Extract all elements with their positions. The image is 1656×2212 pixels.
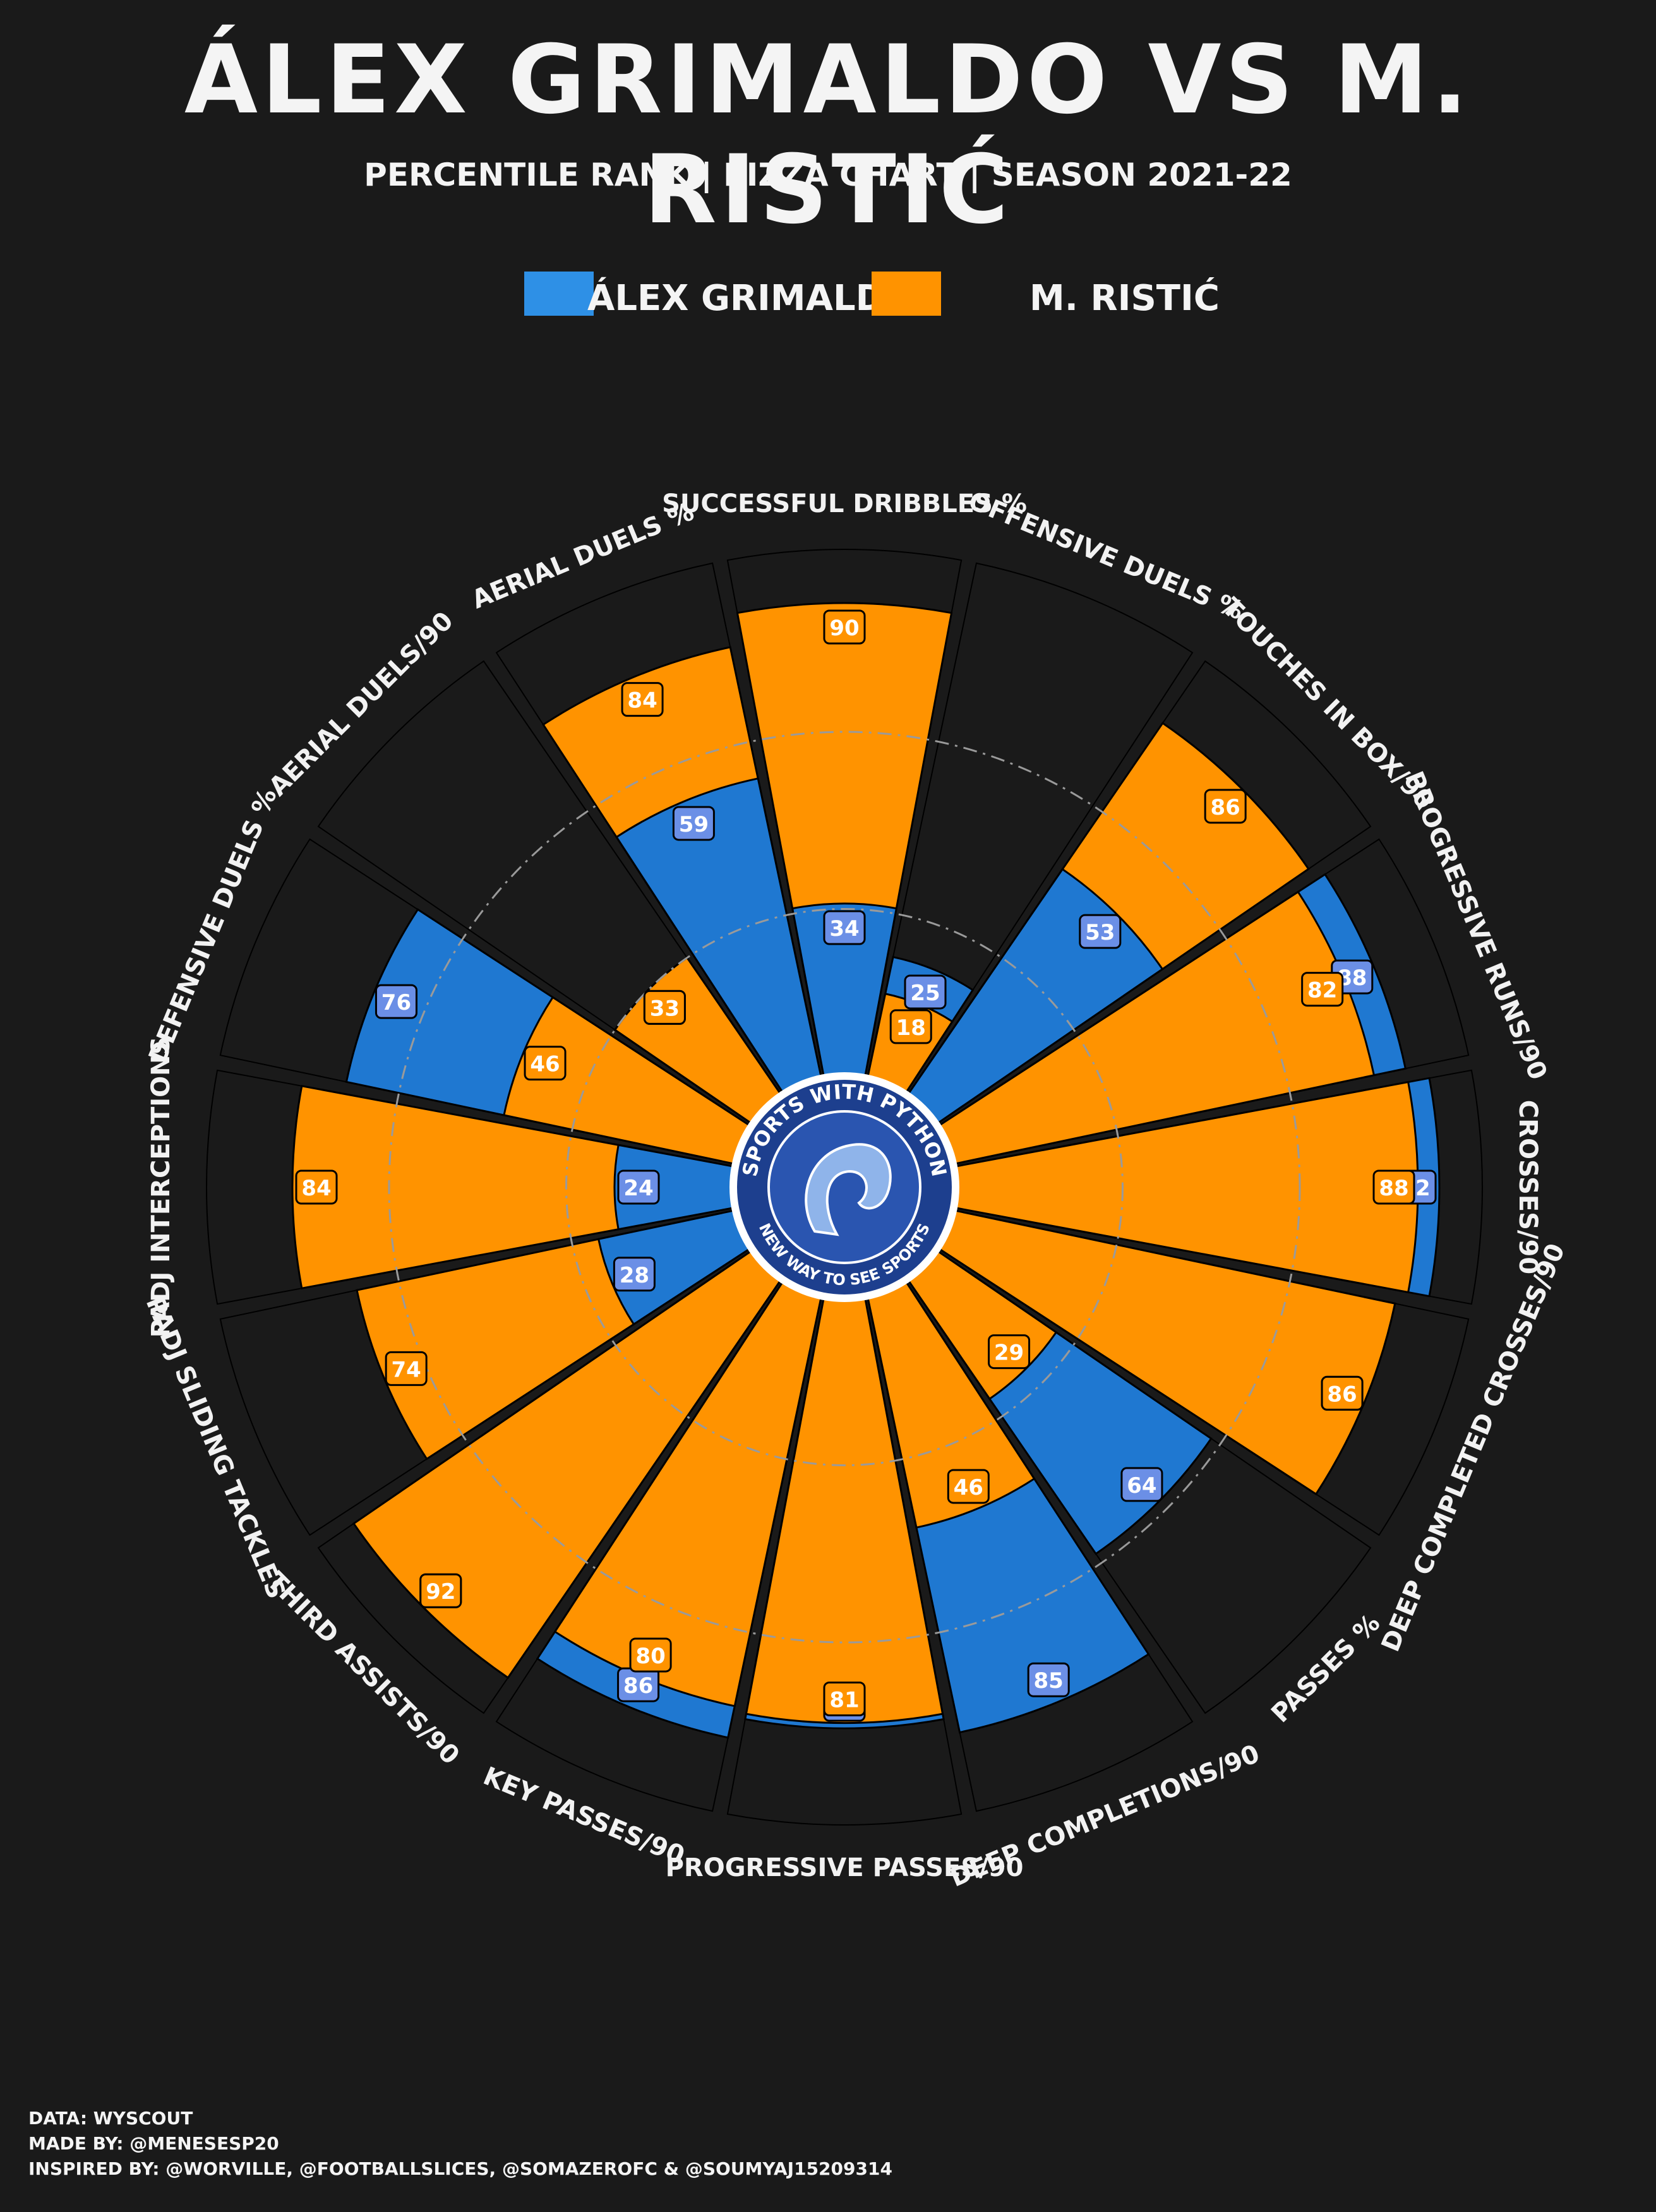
grimaldo-value-label-1: 34 [823, 910, 866, 945]
logo: SPORTS WITH PYTHON NEW WAY TO SEE SPORTS [729, 1072, 959, 1302]
value-text: 82 [1307, 978, 1337, 1003]
value-box [617, 1169, 660, 1205]
ristic-value-label-11: 92 [419, 1573, 462, 1608]
grimaldo-value-label-12: 28 [613, 1257, 656, 1292]
value-box [621, 682, 664, 717]
ristic-value-label-5: 88 [1372, 1169, 1415, 1205]
value-text: 86 [1210, 795, 1240, 820]
grimaldo-value-label-8: 85 [1027, 1662, 1070, 1697]
ristic-value-label-8: 46 [947, 1469, 990, 1504]
value-box [385, 1351, 428, 1386]
legend-label-player2: M. RISTIĆ [1029, 278, 1220, 319]
grimaldo-value-label-16: 59 [672, 806, 715, 841]
chart-slices-layer [291, 602, 1441, 1739]
ristic-value-label-16: 84 [621, 682, 664, 717]
ristic-value-label-2: 18 [889, 1009, 932, 1044]
value-box [1301, 972, 1344, 1007]
value-box [643, 989, 686, 1025]
ristic-value-label-3: 86 [1204, 789, 1247, 824]
value-text: 53 [1085, 920, 1115, 945]
ristic-value-label-10: 80 [629, 1637, 672, 1673]
grimaldo-value-label-3: 53 [1079, 914, 1122, 949]
value-text: 88 [1379, 1176, 1408, 1201]
value-box [1204, 789, 1247, 824]
ristic-value-label-7: 29 [988, 1334, 1031, 1370]
value-box [1079, 914, 1122, 949]
ristic-value-label-13: 84 [295, 1169, 338, 1205]
value-box [1027, 1662, 1070, 1697]
value-box [1372, 1169, 1415, 1205]
legend-label-player1: ÁLEX GRIMALDO [587, 278, 915, 319]
value-text: 25 [910, 981, 940, 1006]
grimaldo-value-label-13: 24 [617, 1169, 660, 1205]
value-text: 29 [994, 1341, 1024, 1366]
value-text: 46 [954, 1475, 983, 1500]
chart-value-labels-layer: 3490251853868882928886866429854682818680… [295, 609, 1437, 1722]
value-text: 92 [426, 1579, 455, 1605]
ristic-value-label-6: 86 [1321, 1375, 1364, 1411]
legend-swatch-player2 [872, 272, 941, 316]
value-text: 76 [381, 990, 411, 1015]
value-text: 34 [829, 916, 859, 942]
value-text: 18 [896, 1015, 926, 1041]
value-text: 86 [623, 1673, 653, 1699]
pizza-chart: 3490251853868882928886866429854682818680… [140, 486, 1571, 1893]
grimaldo-value-label-14: 76 [375, 984, 417, 1019]
gridline-33 [565, 908, 1124, 1466]
value-box [419, 1573, 462, 1608]
value-text: 59 [679, 812, 709, 837]
footer-inspired-by: INSPIRED BY: @WORVILLE, @FOOTBALLSLICES,… [28, 2158, 892, 2179]
value-text: 84 [627, 688, 657, 714]
value-text: 84 [301, 1176, 331, 1201]
value-box [613, 1257, 656, 1292]
footer-made-by: MADE BY: @MENESESP20 [28, 2133, 279, 2154]
value-box [823, 609, 866, 645]
value-text: 46 [530, 1052, 560, 1077]
ristic-value-label-1: 90 [823, 609, 866, 645]
value-box [524, 1046, 567, 1081]
value-box [1120, 1467, 1163, 1502]
value-text: 86 [1327, 1382, 1357, 1407]
category-label-1: SUCCESSFUL DRIBBLES % [662, 489, 1027, 518]
grimaldo-value-label-10: 86 [617, 1667, 660, 1702]
category-label-5: CROSSES/90 [1513, 1100, 1542, 1274]
legend-swatch-player1 [524, 272, 594, 316]
ristic-value-label-14: 46 [524, 1046, 567, 1081]
value-box [295, 1169, 338, 1205]
ristic-value-label-15: 33 [643, 989, 686, 1025]
chart-gridlines-layer [388, 731, 1301, 1644]
value-text: 33 [650, 996, 680, 1021]
value-box [1321, 1375, 1364, 1411]
grimaldo-value-label-2: 25 [904, 974, 947, 1010]
category-label-13: PADJ INTERCEPTIONS [147, 1037, 176, 1338]
value-text: 64 [1127, 1473, 1156, 1498]
ristic-value-label-12: 74 [385, 1351, 428, 1386]
value-box [988, 1334, 1031, 1370]
logo-inner-disc [767, 1110, 921, 1264]
ristic-value-label-9: 81 [823, 1682, 866, 1716]
value-box [904, 974, 947, 1010]
value-text: 24 [623, 1176, 653, 1201]
value-text: 28 [620, 1263, 649, 1288]
footer-data-source: DATA: WYSCOUT [28, 2108, 193, 2129]
category-label-9: PROGRESSIVE PASSES/90 [666, 1853, 1024, 1882]
chart-subtitle: PERCENTILE RANK | PIZZA CHART | SEASON 2… [364, 157, 1292, 193]
value-box [947, 1469, 990, 1504]
grimaldo-value-label-7: 64 [1120, 1467, 1163, 1502]
value-box [672, 806, 715, 841]
value-box [629, 1637, 672, 1673]
value-text: 74 [392, 1357, 421, 1382]
value-box [823, 1682, 866, 1716]
value-box [889, 1009, 932, 1044]
value-text: 85 [1034, 1668, 1064, 1694]
value-text: 81 [829, 1688, 859, 1713]
value-box [823, 910, 866, 945]
value-box [375, 984, 417, 1019]
chart-title: ÁLEX GRIMALDO VS M. RISTIĆ [184, 25, 1472, 245]
value-text: 80 [635, 1644, 665, 1669]
value-text: 90 [829, 616, 859, 641]
cobra-icon [805, 1143, 892, 1236]
gridline-66 [388, 731, 1301, 1644]
ristic-value-label-4: 82 [1301, 972, 1344, 1007]
